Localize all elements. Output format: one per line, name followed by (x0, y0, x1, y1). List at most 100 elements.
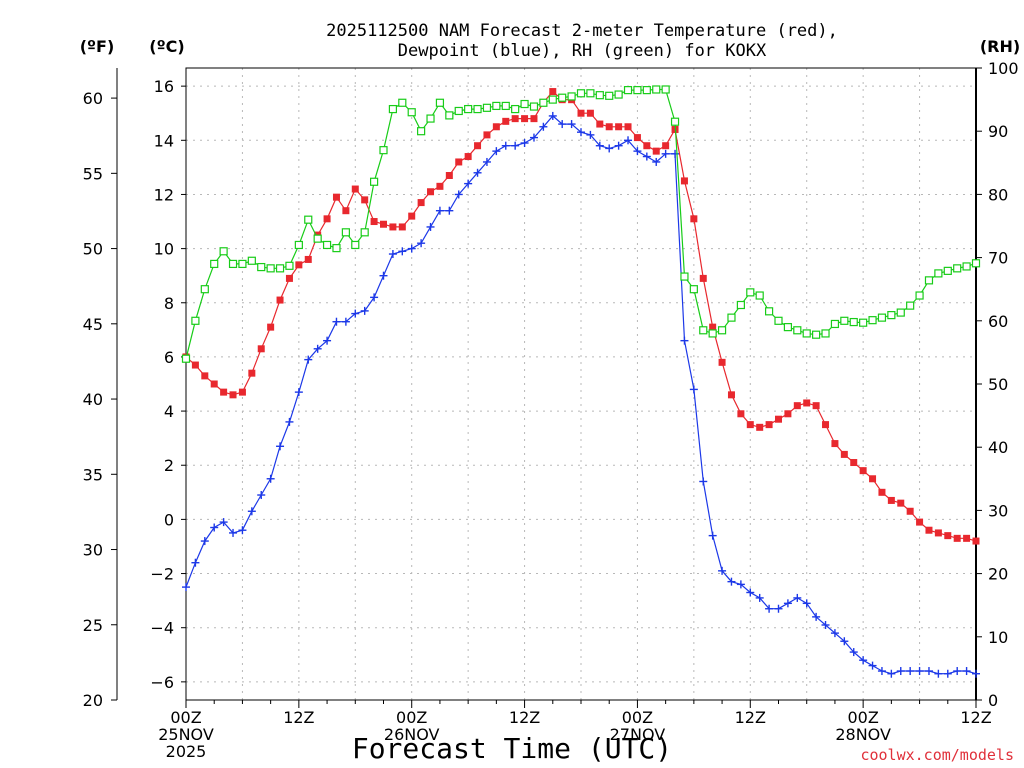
rh-point (238, 259, 247, 269)
rh-point (812, 330, 821, 339)
fahrenheit-tick-label: 20 (83, 691, 103, 710)
dewpoint-point (699, 477, 708, 486)
x-tick-label: 25NOV (158, 725, 214, 744)
temperature-point (464, 153, 472, 161)
rh-point (247, 256, 256, 265)
temperature-point (812, 402, 820, 410)
temperature-point (615, 123, 623, 131)
rh-point (849, 317, 858, 327)
dewpoint-point (652, 157, 661, 166)
rh-point (699, 326, 708, 335)
dewpoint-point (529, 133, 538, 142)
temperature-point (699, 274, 707, 282)
dewpoint-point (304, 355, 313, 364)
dewpoint-point (915, 667, 924, 676)
celsius-tick-label: 8 (164, 294, 174, 313)
dewpoint-point (614, 141, 623, 150)
temperature-point (427, 188, 435, 196)
rh-point (605, 91, 614, 100)
dewpoint-point (351, 309, 360, 318)
temperature-point (831, 440, 839, 448)
dewpoint-point (661, 149, 670, 158)
dewpoint-point (671, 149, 680, 158)
dewpoint-point (511, 141, 520, 150)
dewpoint-point (802, 599, 811, 608)
rh-point (633, 86, 642, 95)
rh-tick-label: 60 (988, 312, 1008, 331)
dewpoint-point (229, 528, 238, 537)
rh-point (661, 85, 670, 94)
rh-point (708, 329, 717, 338)
temperature-point (596, 120, 604, 128)
temperature-point (869, 475, 877, 483)
rh-point (906, 301, 915, 310)
temperature-point (389, 223, 397, 231)
fahrenheit-tick-label: 50 (83, 240, 103, 259)
rh-point (435, 98, 445, 107)
dewpoint-point (849, 648, 858, 657)
temperature-point (859, 467, 867, 475)
x-tick-label: 28NOV (835, 725, 891, 744)
rh-point (266, 264, 275, 273)
rh-point (304, 215, 313, 224)
dewpoint-line (185, 115, 977, 675)
rh-point (548, 95, 557, 104)
celsius-tick-label: −4 (150, 619, 174, 638)
temperature-point (624, 123, 632, 131)
dewpoint-point (238, 526, 247, 535)
rh-point (821, 329, 830, 338)
temperature-point (436, 182, 444, 190)
fahrenheit-tick-label: 35 (83, 465, 103, 484)
x-tick-label: 27NOV (610, 725, 666, 744)
temperature-point (285, 274, 293, 282)
rh-point (680, 272, 689, 281)
rh-point (341, 228, 350, 237)
dewpoint-point (407, 244, 416, 253)
celsius-tick-label: 6 (164, 348, 174, 367)
rh-point (736, 300, 745, 310)
rh-point (228, 259, 238, 269)
rh-tick-label: 70 (988, 249, 1008, 268)
celsius-tick-label: 4 (164, 402, 174, 421)
dewpoint-point (924, 667, 933, 676)
dewpoint-point (859, 656, 868, 665)
temperature-point (521, 115, 529, 123)
celsius-tick-label: −2 (150, 565, 174, 584)
temperature-point (323, 215, 331, 223)
rh-point (576, 89, 586, 98)
dewpoint-point (398, 247, 407, 256)
dewpoint-point (633, 147, 642, 156)
dewpoint-point (285, 417, 294, 426)
rh-point (181, 354, 191, 363)
rh-point (924, 276, 934, 285)
rh-tick-label: 100 (988, 59, 1019, 78)
rh-point (868, 316, 877, 325)
dewpoint-point (595, 141, 604, 150)
dewpoint-point (765, 604, 774, 613)
dewpoint-point (821, 620, 830, 629)
dewpoint-point (830, 629, 839, 638)
rh-tick-label: 10 (988, 628, 1008, 647)
x-tick-label: 00Z (170, 708, 201, 727)
dewpoint-point (388, 250, 397, 259)
temperature-point (850, 459, 858, 467)
temperature-point (643, 142, 651, 150)
dewpoint-point (567, 120, 576, 129)
rh-point (275, 264, 285, 273)
fahrenheit-tick-label: 60 (83, 89, 103, 108)
rh-tick-label: 20 (988, 565, 1008, 584)
rh-tick-label: 30 (988, 501, 1008, 520)
temperature-point (822, 421, 830, 429)
dewpoint-point (323, 336, 332, 345)
temperature-point (934, 529, 942, 537)
temperature-point (445, 171, 453, 179)
temperature-point (727, 391, 735, 399)
rh-point (670, 117, 680, 126)
temperature-point (267, 323, 275, 331)
rh-point (586, 89, 595, 98)
rh-point (369, 177, 379, 186)
temperature-point (370, 218, 378, 226)
rh-point (943, 266, 952, 275)
rh-point (257, 262, 266, 272)
x-tick-label: 26NOV (384, 725, 440, 744)
